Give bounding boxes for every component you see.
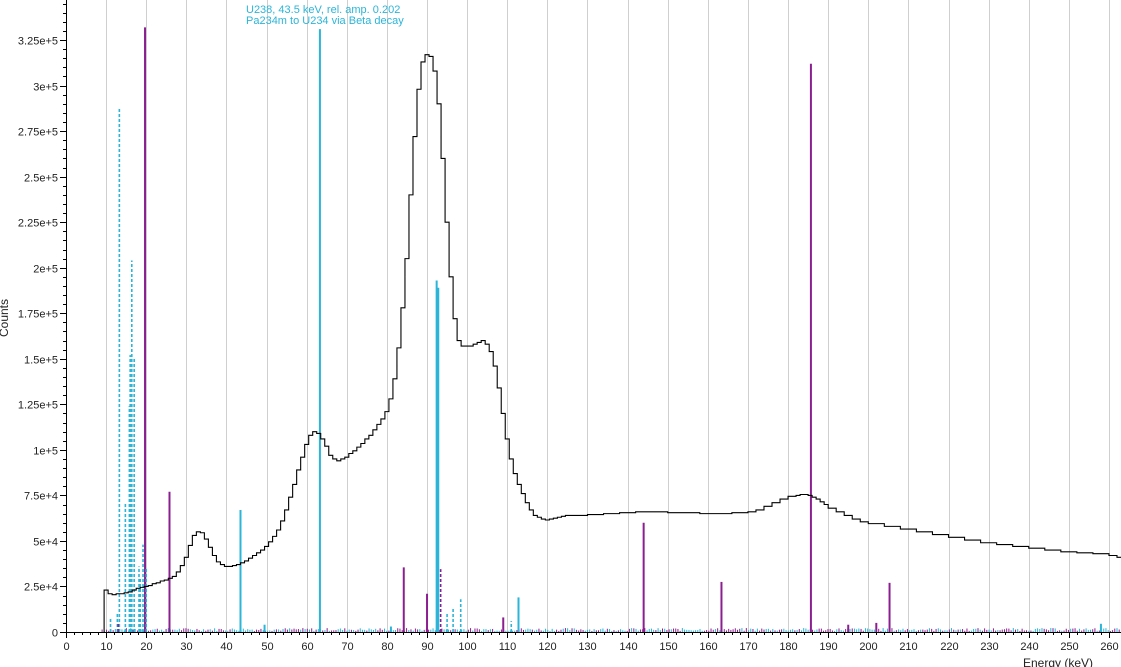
x-tick-label: 30 <box>180 641 192 653</box>
y-tick-label: 1e+5 <box>33 446 58 458</box>
x-tick-label: 40 <box>220 641 232 653</box>
x-tick-label: 100 <box>458 641 476 653</box>
x-tick-label: 260 <box>1100 641 1118 653</box>
y-tick-label: 0 <box>52 628 58 640</box>
x-tick-label: 240 <box>1020 641 1038 653</box>
y-tick-label: 1.25e+5 <box>18 400 58 412</box>
x-tick-label: 210 <box>899 641 917 653</box>
x-tick-label: 170 <box>739 641 757 653</box>
y-tick-label: 2e+5 <box>33 264 58 276</box>
x-tick-label: 0 <box>63 641 69 653</box>
x-tick-label: 120 <box>538 641 556 653</box>
y-tick-label: 3.25e+5 <box>18 36 58 48</box>
y-tick-label: 2.25e+5 <box>18 218 58 230</box>
y-tick-label: 1.5e+5 <box>24 355 58 367</box>
x-tick-label: 140 <box>619 641 637 653</box>
x-tick-label: 200 <box>859 641 877 653</box>
x-tick-label: 160 <box>699 641 717 653</box>
x-axis-ticks: 0 10 20 30 40 50 60 70 80 90 100 110 120 130 140 150 160… <box>63 632 1119 653</box>
axes <box>66 0 1121 633</box>
reference-lines[interactable] <box>109 27 1102 632</box>
y-tick-label: 1.75e+5 <box>18 309 58 321</box>
x-tick-label: 80 <box>381 641 393 653</box>
y-axis-ticks: 0 2.5e+4 5e+4 7.5e+4 1e+5 1.25e+5 1.5e+5 1.75e+… <box>18 4 66 640</box>
x-tick-label: 180 <box>779 641 797 653</box>
y-tick-label: 2.5e+5 <box>24 173 58 185</box>
x-tick-label: 60 <box>301 641 313 653</box>
x-tick-label: 10 <box>100 641 112 653</box>
annotation-line-2: Pa234m to U234 via Beta decay <box>246 15 404 27</box>
spectrum-histogram[interactable] <box>103 54 1121 632</box>
annotation-line-1: U238, 43.5 keV, rel. amp. 0.202 <box>246 4 400 16</box>
y-tick-label: 2.5e+4 <box>24 582 58 594</box>
x-tick-label: 70 <box>341 641 353 653</box>
x-tick-label: 150 <box>659 641 677 653</box>
baseline-noise <box>101 628 1120 632</box>
x-tick-label: 130 <box>578 641 596 653</box>
peak-annotation: U238, 43.5 keV, rel. amp. 0.202 Pa234m t… <box>246 4 404 27</box>
x-tick-label: 50 <box>261 641 273 653</box>
y-tick-label: 3e+5 <box>33 82 58 94</box>
x-axis-title: Energy (keV) <box>1023 656 1093 667</box>
y-axis-title: Counts <box>0 299 11 337</box>
y-tick-label: 5e+4 <box>33 537 58 549</box>
x-tick-label: 20 <box>140 641 152 653</box>
x-tick-label: 220 <box>940 641 958 653</box>
x-tick-label: 90 <box>421 641 433 653</box>
x-tick-label: 190 <box>819 641 837 653</box>
y-tick-label: 2.75e+5 <box>18 127 58 139</box>
x-tick-label: 230 <box>980 641 998 653</box>
y-tick-label: 7.5e+4 <box>24 491 58 503</box>
x-tick-label: 110 <box>499 641 517 653</box>
x-tick-label: 250 <box>1060 641 1078 653</box>
vertical-grid-lines <box>106 0 1110 632</box>
